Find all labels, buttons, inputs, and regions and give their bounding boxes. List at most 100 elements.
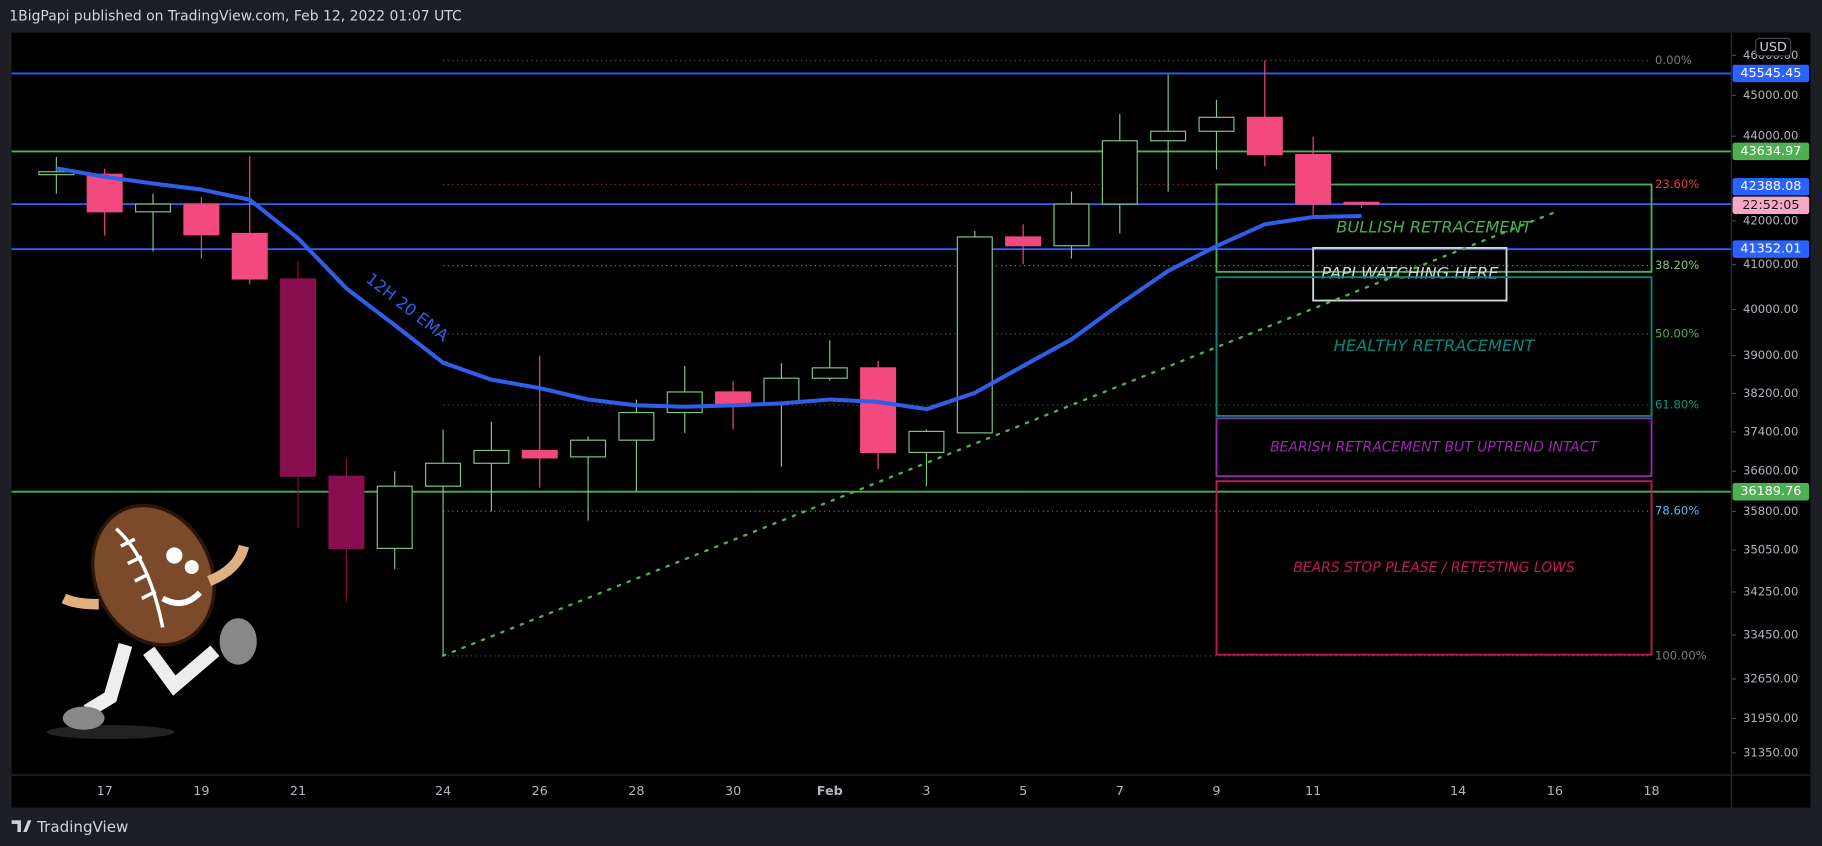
- y-tick-label: 35050.00: [1743, 542, 1798, 556]
- trendline: [441, 211, 1557, 657]
- x-tick-label: 17: [97, 784, 113, 799]
- price-label: 41352.01: [1740, 242, 1801, 257]
- price-label-box: [1732, 64, 1810, 83]
- x-tick-label: 21: [290, 784, 306, 799]
- candle-body: [618, 411, 655, 441]
- zone: [1215, 417, 1653, 478]
- y-tick-label: 38200.00: [1743, 386, 1798, 400]
- price-label: 43634.97: [1740, 144, 1801, 159]
- y-tick-label: 44000.00: [1743, 129, 1798, 143]
- x-tick-label: 9: [1212, 784, 1220, 799]
- zone-label: BEARISH RETRACEMENT BUT UPTREND INTACT: [1270, 439, 1599, 455]
- brand-name: TradingView: [36, 818, 128, 836]
- x-tick-label: 14: [1450, 784, 1466, 799]
- candle-body: [570, 439, 607, 458]
- y-tick-label: 32650.00: [1743, 671, 1798, 685]
- shoe: [62, 706, 105, 730]
- candle-body: [1295, 153, 1332, 205]
- shadow: [46, 725, 175, 740]
- candle-body: [376, 485, 413, 549]
- price-label: 42388.08: [1740, 179, 1801, 194]
- candle-body: [425, 462, 462, 487]
- candle-body: [860, 367, 897, 454]
- y-tick-label: 42000.00: [1743, 213, 1798, 227]
- leg: [83, 643, 133, 718]
- x-tick-label: 18: [1643, 784, 1659, 799]
- mouth: [161, 590, 202, 606]
- shoe: [219, 618, 257, 665]
- publish-header: 1BigPapi published on TradingView.com, F…: [9, 8, 461, 24]
- candle-body: [473, 449, 510, 464]
- candle-body: [280, 278, 317, 477]
- y-tick-label: 31950.00: [1743, 711, 1798, 725]
- y-tick-label: 37400.00: [1743, 424, 1798, 438]
- candle-body: [763, 377, 800, 404]
- x-tick-label: 24: [435, 784, 451, 799]
- x-tick-label: 26: [532, 784, 548, 799]
- price-label-box: [1732, 483, 1810, 501]
- zone-label: BULLISH RETRACEMENT: [1336, 218, 1533, 237]
- x-tick-label: 3: [922, 784, 930, 799]
- candle-body: [666, 391, 703, 414]
- candle-body: [86, 173, 123, 213]
- candle-body: [1150, 130, 1187, 142]
- currency-box: [1755, 37, 1792, 57]
- price-label-box: [1732, 177, 1810, 196]
- price-label: 36189.76: [1740, 484, 1801, 499]
- x-tick-label: 7: [1116, 784, 1124, 799]
- candle-body: [908, 430, 945, 454]
- brand-logo: [11, 820, 32, 833]
- brand: TradingView: [11, 818, 128, 836]
- candle-body: [1246, 116, 1283, 156]
- y-tick-label: 35800.00: [1743, 504, 1798, 518]
- x-tick-label: 28: [628, 784, 644, 799]
- zone: [1215, 183, 1653, 273]
- zone: [1312, 246, 1508, 302]
- y-tick-label: 40000.00: [1743, 302, 1798, 316]
- fib-label: 50.00%: [1655, 326, 1699, 340]
- x-tick-label: 11: [1305, 784, 1321, 799]
- countdown-box: [1732, 196, 1810, 215]
- fib-label: 38.20%: [1655, 258, 1699, 272]
- price-label-box: [1732, 240, 1810, 258]
- plot: 46000.0045000.0044000.0042000.0041000.00…: [11, 37, 1810, 799]
- candle-body: [1101, 140, 1138, 205]
- x-tick-label: 30: [725, 784, 741, 799]
- lace: [120, 537, 157, 601]
- arm: [207, 544, 250, 586]
- mascot: [46, 503, 257, 740]
- ema-line: [56, 166, 1362, 412]
- zone-label: PAPI WATCHING HERE: [1321, 264, 1499, 283]
- fib-label: 0.00%: [1655, 53, 1692, 67]
- candle-body: [328, 475, 365, 549]
- arm: [61, 593, 99, 610]
- eye: [184, 560, 199, 575]
- leg: [143, 645, 220, 696]
- candle-body: [956, 236, 993, 434]
- candle-body: [1005, 236, 1042, 247]
- y-tick-label: 36600.00: [1743, 464, 1798, 478]
- candle-body: [231, 232, 268, 280]
- zone-label: BEARS STOP PLEASE / RETESTING LOWS: [1293, 560, 1575, 576]
- x-tick-label: 5: [1019, 784, 1027, 799]
- lace: [115, 527, 165, 628]
- zone: [1215, 480, 1653, 656]
- candle-body: [521, 449, 558, 459]
- football: [90, 503, 216, 647]
- eye: [166, 547, 183, 564]
- y-tick-label: 39000.00: [1743, 348, 1798, 362]
- y-tick-label: 41000.00: [1743, 257, 1798, 271]
- y-tick-label: 34250.00: [1743, 584, 1798, 598]
- fib-label: 61.80%: [1655, 397, 1699, 411]
- candle-body: [1198, 116, 1235, 132]
- currency: USD: [1760, 40, 1787, 55]
- candle-body: [715, 391, 752, 404]
- candle-body: [183, 203, 220, 236]
- fib-label: 23.60%: [1655, 177, 1699, 191]
- zone-label: HEALTHY RETRACEMENT: [1334, 336, 1536, 355]
- countdown: 22:52:05: [1742, 198, 1799, 213]
- x-tick-label: 19: [193, 784, 209, 799]
- price-label: 45545.45: [1740, 66, 1801, 81]
